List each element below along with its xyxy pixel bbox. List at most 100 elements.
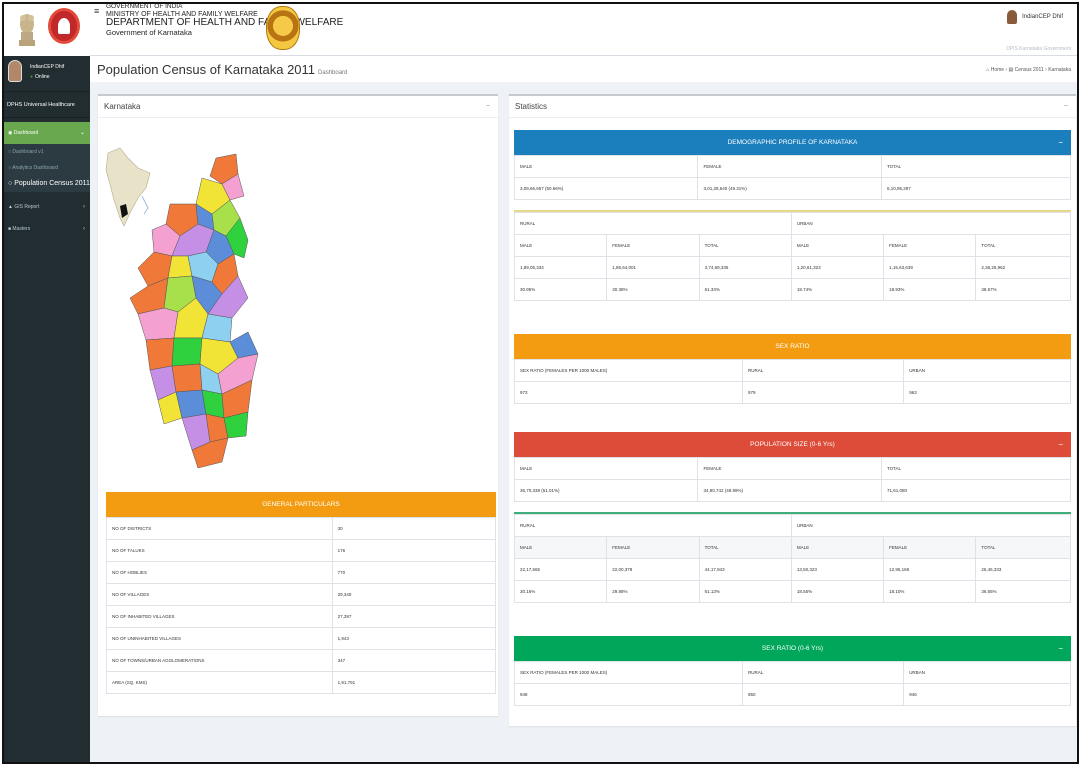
sidebar-item-label: Analytics Dashboard	[12, 165, 58, 171]
column-header: MALE	[790, 234, 885, 257]
table-cell: 61.33%	[698, 278, 792, 301]
table-row: NO OF VILLAGES 29,340	[106, 583, 497, 606]
gp-label: NO OF INHABITED VILLAGES	[106, 605, 333, 628]
header-titles: GOVERNMENT OF INDIA MINISTRY OF HEALTH A…	[106, 4, 343, 37]
collapse-icon[interactable]: −	[1058, 644, 1063, 653]
table-cell: 34,90,742 (48.99%)	[697, 479, 882, 502]
table-cell: 30.16%	[513, 580, 608, 603]
table-cell: 3,01,28,640 (49.31%)	[697, 177, 882, 200]
gp-label: NO OF VILLAGES	[106, 583, 333, 606]
sidebar-section-title: DPHS Universal Healthcare	[4, 92, 90, 118]
menu-toggle-icon[interactable]: ≡	[94, 6, 100, 16]
page-subtitle: Dashboard	[318, 70, 348, 76]
karnataka-map[interactable]	[98, 118, 498, 480]
table-row: SEX RATIO (FEMALES PER 1000 MALES) RURAL…	[514, 661, 1071, 684]
calendar-icon: ▤	[1008, 67, 1015, 73]
gp-label: NO OF HOBLIES	[106, 561, 333, 584]
table-row: 36,70,338 (51.01%) 34,90,742 (48.99%) 71…	[513, 479, 1072, 502]
table-row: NO OF INHABITED VILLAGES 27,397	[106, 605, 497, 628]
breadcrumb-home[interactable]: Home	[990, 67, 1005, 73]
collapse-icon[interactable]: −	[1063, 103, 1068, 110]
table-cell: 1,15,63,639	[883, 256, 977, 279]
column-header: TOTAL	[698, 536, 792, 559]
collapse-icon[interactable]: −	[485, 103, 490, 110]
demographic-profile: DEMOGRAPHIC PROFILE OF KARNATAKA − MALE …	[513, 130, 1072, 301]
gp-value: 1,943	[331, 627, 497, 650]
table-row: RURAL URBAN	[514, 514, 1072, 537]
sidebar-item-dashboard[interactable]: ◉ Dashboard ⌄	[4, 122, 90, 144]
column-header: MALE	[513, 155, 699, 178]
sidebar-item-dashboard-v1[interactable]: ○ Dashboard v1	[4, 144, 90, 160]
map-box-header: Karnataka −	[98, 96, 498, 118]
table-row: 1,89,05,334 1,85,64,001 3,74,69,335 1,20…	[513, 256, 1071, 279]
table-cell: 2,36,25,962	[975, 256, 1071, 279]
table-cell: 950	[741, 683, 905, 706]
column-header: TOTAL	[975, 234, 1071, 257]
column-header: FEMALE	[697, 457, 882, 480]
statistics-title: Statistics	[515, 102, 548, 111]
table-cell: 6,10,95,297	[880, 177, 1072, 200]
gp-value: 30	[331, 517, 497, 540]
sidebar-item-population-census[interactable]: ○ Population Census 2011	[4, 176, 90, 192]
column-header: FEMALE	[606, 234, 700, 257]
chevron-down-icon: ⌄	[79, 130, 85, 136]
collapse-icon[interactable]: −	[1058, 440, 1063, 449]
table-row: MALE FEMALE TOTAL MALE FEMALE TOTAL	[513, 536, 1071, 559]
column-header: TOTAL	[880, 155, 1072, 178]
sex-ratio-child-header: SEX RATIO (0-6 Yrs) −	[514, 636, 1071, 661]
table-row: MALE FEMALE TOTAL MALE FEMALE TOTAL	[513, 234, 1071, 257]
demographic-profile-title: DEMOGRAPHIC PROFILE OF KARNATAKA	[727, 139, 858, 146]
collapse-icon[interactable]: −	[1058, 138, 1063, 147]
column-header: TOTAL	[880, 457, 1072, 480]
column-header: URBAN	[903, 359, 1071, 382]
column-header: FEMALE	[606, 536, 700, 559]
column-header: MALE	[513, 536, 608, 559]
sidebar-item-masters[interactable]: ■ Masters ‹	[4, 218, 90, 240]
logo-area	[4, 4, 90, 56]
table-row: 948 950 946	[514, 683, 1071, 706]
column-header: MALE	[513, 234, 608, 257]
sidebar-item-gis-report[interactable]: ▲ GIS Report ‹	[4, 196, 90, 218]
govt-line-3: DEPARTMENT OF HEALTH AND FAMILY WELFARE	[106, 17, 344, 29]
india-inset-icon	[105, 147, 151, 227]
avatar	[1007, 10, 1018, 24]
header-faint-note: DPIS Karnataka Government	[1006, 46, 1071, 52]
table-cell: 948	[514, 683, 743, 706]
table-cell: 3,74,69,335	[698, 256, 792, 279]
sidebar-item-label: GIS Report	[14, 204, 40, 210]
urban-label: URBAN	[790, 514, 1072, 537]
sex-ratio-child-table: SEX RATIO (FEMALES PER 1000 MALES) RURAL…	[514, 661, 1071, 706]
sidebar-user-status: Online	[30, 74, 49, 80]
table-row: SEX RATIO (FEMALES PER 1000 MALES) RURAL…	[514, 359, 1071, 382]
table-row: NO OF DISTRICTS 30	[106, 517, 497, 540]
table-cell: 946	[903, 683, 1071, 706]
breadcrumb-census[interactable]: Census 2011	[1014, 67, 1044, 73]
table-cell: 38.67%	[975, 278, 1071, 301]
sidebar-item-analytics-dashboard[interactable]: ○ Analytics Dashboard	[4, 160, 90, 176]
table-row: RURAL URBAN	[514, 212, 1072, 235]
chevron-left-icon: ‹	[83, 226, 85, 232]
statistics-box-header: Statistics −	[509, 96, 1076, 118]
general-particulars-title: GENERAL PARTICULARS	[262, 501, 340, 508]
chevron-left-icon: ‹	[83, 204, 85, 210]
circle-icon: ○	[8, 180, 15, 187]
general-particulars-table: NO OF DISTRICTS 30 NO OF TALUKS 176 NO OF …	[106, 517, 497, 694]
table-cell: 36.65%	[975, 580, 1071, 603]
govt-line-4: Government of Karnataka	[106, 27, 192, 37]
gp-label: NO OF TOWNS/URBAN AGGLOMERATIONS	[106, 649, 333, 672]
govt-line-1: GOVERNMENT OF INDIA	[106, 3, 183, 10]
general-particulars-header: GENERAL PARTICULARS	[106, 492, 496, 517]
table-row: 30.95% 30.38% 61.33% 19.74% 18.93% 38.67…	[513, 278, 1071, 301]
user-menu[interactable]: IndianCEP Dhif	[1007, 10, 1063, 24]
gp-value: 27,397	[331, 605, 497, 628]
sidebar-user-panel: IndianCEP Dhif Online	[4, 56, 90, 92]
column-header: MALE	[513, 457, 699, 480]
sex-ratio-table: SEX RATIO (FEMALES PER 1000 MALES) RURAL…	[514, 359, 1071, 404]
table-cell: 22,00,378	[606, 558, 700, 581]
breadcrumb-current: Karnataka	[1048, 67, 1071, 73]
gp-label: AREA (SQ. KMS)	[106, 671, 333, 694]
sex-ratio-child-title: SEX RATIO (0-6 Yrs)	[761, 645, 824, 652]
nhm-logo-icon	[48, 8, 80, 44]
sex-ratio-header: SEX RATIO	[514, 334, 1071, 359]
divider	[514, 200, 1071, 212]
